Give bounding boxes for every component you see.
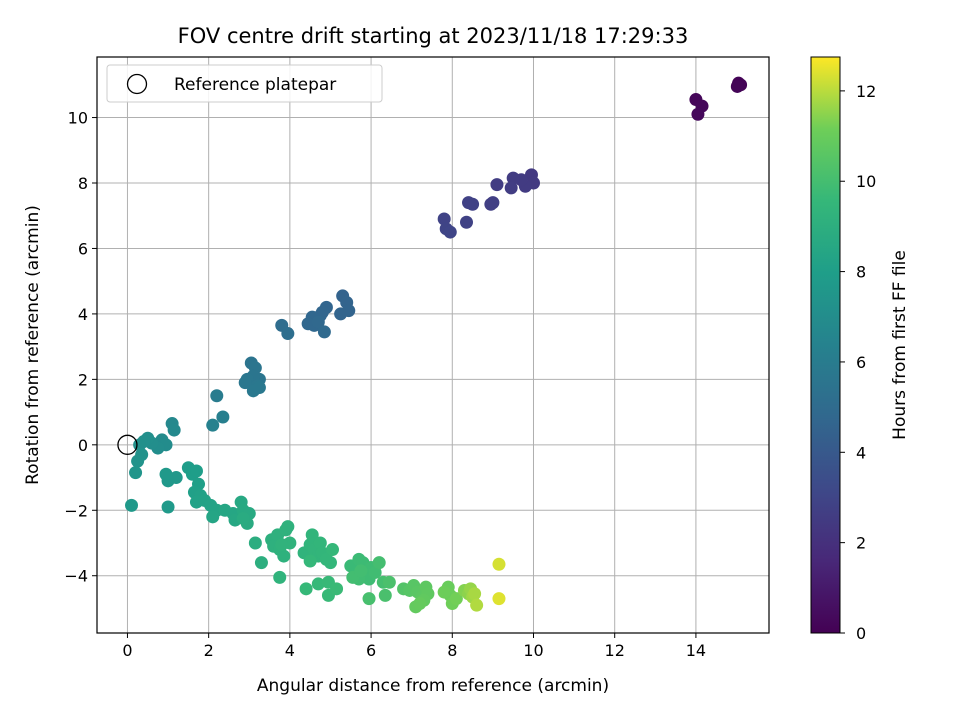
x-axis-ticks: 0 2 4 6 8 10 12 14 [122,633,706,660]
legend-marker [126,73,148,95]
colorbar-label: Hours from first FF file [890,250,910,440]
data-point [305,528,319,542]
x-tick-label: 10 [523,641,543,660]
data-point [125,498,139,512]
x-tick-label: 4 [285,641,295,660]
plot-frame [96,56,770,634]
data-point [484,197,498,211]
data-point [317,325,331,339]
data-point [382,575,396,589]
data-point [277,549,291,563]
data-point [468,587,482,601]
colorbar-tick-label: 12 [856,82,876,101]
data-point [311,577,325,591]
y-tick-label: 4 [78,305,88,324]
data-point [238,376,252,390]
x-tick-label: 0 [122,641,132,660]
data-point [334,307,348,321]
data-point [131,454,145,468]
data-point [299,582,313,596]
data-points [125,76,748,614]
data-point [449,592,463,606]
legend-entry: Reference platepar [174,75,336,95]
data-point [437,212,451,226]
y-tick-label: 0 [78,436,88,455]
data-point [443,225,457,239]
colorbar-tick-label: 6 [856,353,866,372]
data-point [313,536,327,550]
y-axis-ticks: −4 −2 0 2 4 6 8 10 [64,109,97,586]
grid-lines [97,57,769,633]
y-tick-label: 8 [78,174,88,193]
data-point [159,467,173,481]
colorbar-ticks: 0 2 4 6 8 10 12 [840,82,876,643]
colorbar: 0 2 4 6 8 10 12 Hours from first FF file [810,56,910,643]
data-point [730,79,744,93]
data-point [492,592,506,606]
data-point [372,556,386,570]
data-point [236,511,250,525]
data-point [368,565,382,579]
colorbar-gradient [810,56,841,634]
data-point [248,536,262,550]
data-point [129,466,143,480]
colorbar-tick-label: 4 [856,443,866,462]
reference-point [117,434,138,455]
data-point [161,500,175,514]
data-point [492,557,506,571]
y-tick-label: −2 [64,501,88,520]
x-tick-label: 2 [204,641,214,660]
colorbar-tick-label: 2 [856,534,866,553]
data-point [330,582,344,596]
data-point [362,592,376,606]
x-tick-label: 6 [366,641,376,660]
data-point [303,554,317,568]
data-point [691,107,705,121]
colorbar-tick-label: 8 [856,263,866,282]
x-axis-label: Angular distance from reference (arcmin) [257,676,609,696]
y-axis-label: Rotation from reference (arcmin) [23,205,43,485]
legend-box [106,64,383,103]
data-point [413,597,427,611]
data-point [462,196,476,210]
data-point [281,520,295,534]
data-point [252,381,266,395]
data-point [254,556,268,570]
y-tick-label: 10 [68,109,88,128]
data-point [470,598,484,612]
data-point [459,215,473,229]
data-point [189,464,203,478]
data-point [323,556,337,570]
y-tick-label: 6 [78,239,88,258]
data-point [326,543,340,557]
data-point [378,588,392,602]
y-tick-label: −4 [64,567,88,586]
data-point [206,418,220,432]
y-tick-label: 2 [78,370,88,389]
reference-marker [117,434,138,455]
data-point [216,410,230,424]
data-point [206,510,220,524]
data-point [281,327,295,341]
data-point [504,181,518,195]
x-tick-label: 8 [447,641,457,660]
x-tick-label: 12 [605,641,625,660]
data-point [437,585,451,599]
data-point [490,178,504,192]
chart-title: FOV centre drift starting at 2023/11/18 … [178,24,689,48]
x-tick-label: 14 [686,641,706,660]
colorbar-tick-label: 0 [856,624,866,643]
data-point [506,171,520,185]
data-point [354,564,368,578]
data-point [311,315,325,329]
legend: Reference platepar [106,64,383,103]
colorbar-tick-label: 10 [856,172,876,191]
data-point [167,423,181,437]
data-point [210,389,224,403]
data-point [275,538,289,552]
data-point [273,570,287,584]
